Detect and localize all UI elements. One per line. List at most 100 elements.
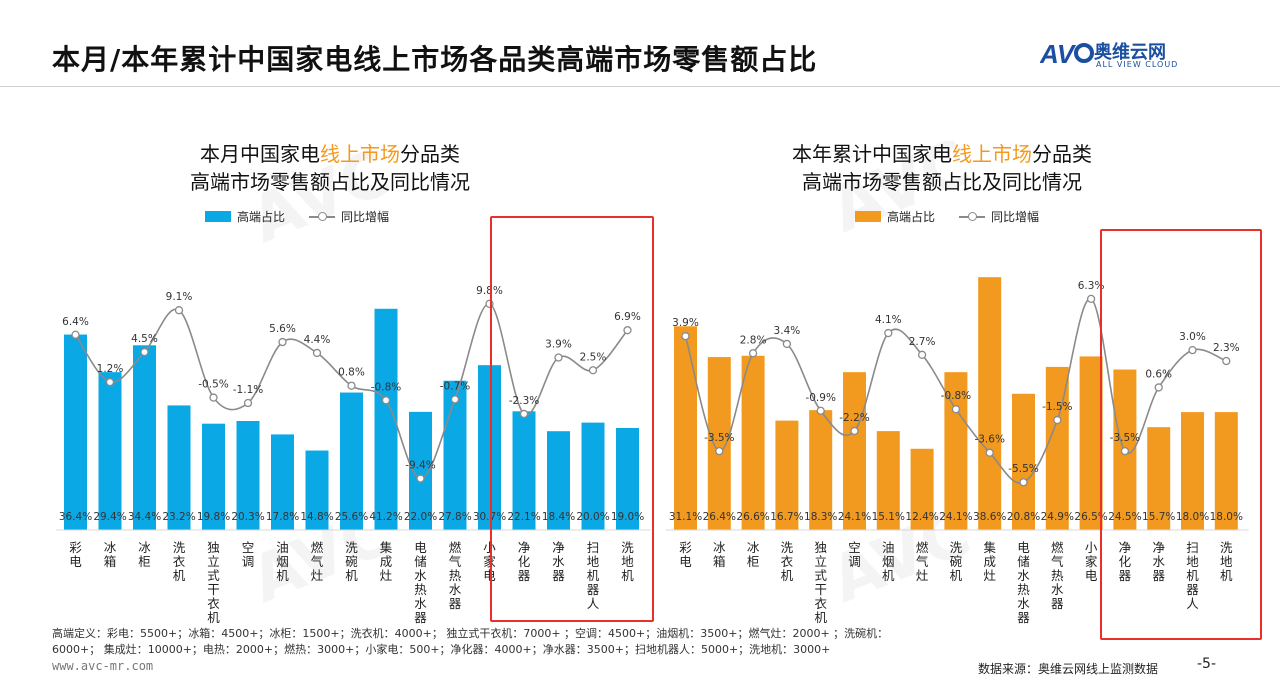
line-value-label: -3.5%: [704, 432, 734, 444]
left-legend: 高端占比 同比增幅: [205, 208, 389, 225]
line-point: [1019, 478, 1028, 487]
bar-value-label: 41.2%: [369, 511, 402, 523]
line-value-label: -3.5%: [1110, 432, 1140, 444]
category-label: 燃气热水器: [1051, 540, 1064, 611]
bar-value-label: 19.8%: [197, 511, 230, 523]
right-highlight-box: [1100, 229, 1262, 640]
bar: [478, 365, 501, 530]
footnote-line-1: 高端定义：彩电：5500+；冰箱：4500+；冰柜：1500+；洗衣机：4000…: [52, 627, 889, 640]
line-point: [347, 381, 356, 390]
category-label: 燃气灶: [916, 540, 929, 583]
line-point: [1120, 447, 1130, 456]
line-value-label: -9.4%: [405, 460, 435, 472]
category-label: 冰箱: [713, 540, 726, 569]
category-label: 冰柜: [138, 540, 151, 569]
line-value-label: 6.4%: [62, 316, 89, 328]
right-title-part1: 本年累计中国家电: [792, 142, 952, 166]
bar: [1012, 393, 1035, 530]
bar-value-label: 20.8%: [1007, 511, 1040, 523]
logo-text: 奥维云网: [1094, 42, 1166, 63]
bar: [674, 326, 697, 530]
line-value-label: -0.9%: [805, 392, 835, 404]
bar-value-label: 22.0%: [404, 511, 437, 523]
logo-subtitle: ALL VIEW CLOUD: [1096, 60, 1179, 69]
line-value-label: 2.8%: [740, 334, 767, 346]
line-value-label: 3.4%: [774, 325, 801, 337]
line-point: [951, 405, 961, 414]
left-title-part2: 分品类: [400, 142, 460, 166]
line-point: [1188, 346, 1197, 355]
category-label: 扫地机器人: [1186, 540, 1199, 611]
line-value-label: -3.6%: [974, 434, 1004, 446]
category-label: 洗衣机: [781, 540, 794, 583]
line-point: [1053, 415, 1062, 425]
line-point: [715, 447, 724, 456]
bar-value-label: 20.0%: [576, 511, 609, 523]
line-point: [416, 474, 425, 483]
line-value-label: 9.1%: [166, 291, 193, 303]
svg-text:AV: AV: [1040, 39, 1077, 68]
bar: [843, 372, 866, 530]
bar: [512, 411, 536, 530]
line-point: [519, 409, 529, 419]
bar: [409, 411, 432, 530]
line-point: [71, 330, 80, 339]
bar: [374, 308, 398, 530]
category-label: 净水器: [1152, 540, 1165, 583]
line-point: [816, 406, 825, 415]
left-title-line2: 高端市场零售额占比及同比情况: [190, 170, 470, 194]
category-label: 冰柜: [747, 540, 760, 569]
category-label: 彩电: [679, 540, 692, 569]
line-value-label: 4.5%: [131, 333, 158, 345]
bar-value-label: 14.8%: [300, 511, 333, 523]
line-point: [985, 448, 994, 457]
right-chart-title: 本年累计中国家电线上市场分品类 高端市场零售额占比及同比情况: [742, 140, 1142, 196]
line-point: [1086, 294, 1096, 304]
line-value-label: -2.3%: [509, 395, 539, 407]
line-point: [278, 337, 287, 347]
bar-value-label: 18.0%: [1210, 511, 1243, 523]
category-label: 小家电: [483, 540, 496, 583]
bar-value-label: 26.6%: [736, 511, 769, 523]
category-label: 冰箱: [104, 540, 117, 569]
bar: [305, 450, 329, 530]
bar-value-label: 24.5%: [1108, 511, 1141, 523]
category-label: 净化器: [1119, 540, 1132, 583]
line-point: [1154, 383, 1163, 392]
line-value-label: 4.1%: [875, 314, 902, 326]
category-label: 燃气热水器: [449, 540, 462, 611]
left-chart-title: 本月中国家电线上市场分品类 高端市场零售额占比及同比情况: [130, 140, 530, 196]
left-title-part1: 本月中国家电: [200, 142, 320, 166]
line-point: [381, 396, 391, 405]
line-point: [105, 377, 115, 387]
bar: [616, 427, 639, 530]
bar: [741, 355, 765, 530]
bar: [775, 420, 799, 530]
bar-value-label: 16.7%: [770, 511, 803, 523]
line-value-label: 0.8%: [338, 367, 365, 379]
line-value-label: 6.9%: [614, 311, 641, 323]
bar: [1045, 366, 1069, 530]
category-label: 集成灶: [983, 540, 996, 583]
bar-value-label: 26.4%: [703, 511, 736, 523]
bar-value-label: 36.4%: [59, 511, 92, 523]
bar-value-label: 24.1%: [838, 511, 871, 523]
bar-value-label: 29.4%: [93, 511, 126, 523]
category-label: 燃气灶: [311, 540, 324, 583]
category-label: 油烟机: [276, 540, 289, 583]
category-label: 彩电: [69, 540, 82, 569]
category-label: 独立式干衣机: [814, 540, 827, 625]
line-value-label: -0.5%: [198, 379, 228, 391]
bar: [809, 410, 833, 530]
bar: [340, 392, 363, 530]
category-label: 洗地机: [621, 540, 634, 583]
line-point: [681, 332, 690, 341]
bar-value-label: 12.4%: [905, 511, 938, 523]
category-label: 洗衣机: [173, 540, 186, 583]
bar-value-label: 18.3%: [804, 511, 837, 523]
bar-value-label: 19.0%: [611, 511, 644, 523]
bar-value-label: 25.6%: [335, 511, 368, 523]
bar-value-label: 26.5%: [1074, 511, 1107, 523]
line-value-label: -0.7%: [440, 380, 470, 392]
category-label: 净化器: [518, 540, 531, 583]
